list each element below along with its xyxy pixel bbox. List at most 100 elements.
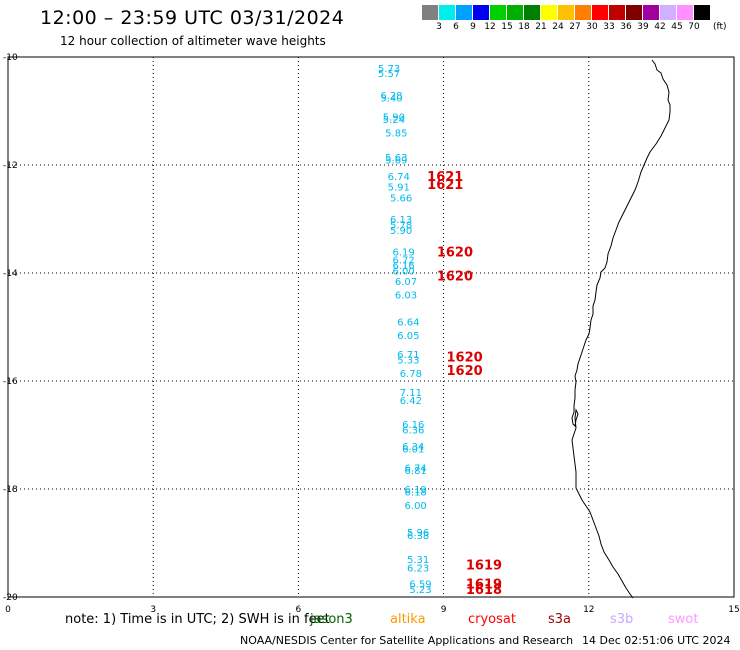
color-swatch bbox=[422, 5, 438, 20]
pass-time-label: 1620 bbox=[447, 351, 483, 366]
wave-height-label: 6.74 bbox=[405, 463, 427, 474]
color-tick-label: 36 bbox=[620, 22, 632, 32]
color-tick-label: 9 bbox=[470, 22, 476, 32]
wave-height-label: 5.33 bbox=[397, 355, 419, 366]
wave-height-label: 5.66 bbox=[390, 193, 412, 204]
wave-height-labels: 5.735.576.285.405.905.245.855.635.696.74… bbox=[378, 64, 432, 596]
wave-height-label: 6.05 bbox=[397, 331, 419, 342]
axis-labels: 0 3 6 9 12 15 -10 -12 -14 -16 -18 -20 bbox=[3, 53, 740, 615]
pass-time-label: 1621 bbox=[427, 178, 463, 193]
wave-height-label: 5.63 bbox=[385, 153, 407, 164]
wave-height-label: 6.16 bbox=[392, 261, 414, 272]
map-grid bbox=[7, 56, 735, 598]
legend-note: note: 1) Time is in UTC; 2) SWH is in fe… bbox=[65, 612, 330, 627]
wave-height-label: 6.71 bbox=[397, 350, 419, 361]
color-swatch bbox=[490, 5, 506, 20]
color-swatch bbox=[558, 5, 574, 20]
wave-height-label: 6.34 bbox=[402, 442, 424, 453]
x-tick-label: 9 bbox=[441, 605, 447, 615]
pass-time-label: 1620 bbox=[437, 270, 473, 285]
color-tick-label: 24 bbox=[552, 22, 564, 32]
wave-height-label: 6.23 bbox=[407, 563, 429, 574]
wave-height-label: 6.01 bbox=[402, 445, 424, 456]
wave-height-label: 5.40 bbox=[380, 94, 402, 105]
wave-height-label: 5.69 bbox=[385, 156, 407, 167]
satellite-legend-item: cryosat bbox=[468, 612, 516, 627]
color-tick-label: 15 bbox=[501, 22, 513, 32]
color-swatch bbox=[456, 5, 472, 20]
satellite-legend-item: jason3 bbox=[310, 612, 353, 627]
color-swatch bbox=[626, 5, 642, 20]
wave-height-label: 6.18 bbox=[405, 488, 427, 499]
y-tick-label: -14 bbox=[3, 269, 18, 279]
y-tick-label: -18 bbox=[3, 485, 18, 495]
color-swatch bbox=[660, 5, 676, 20]
color-tick-label: 18 bbox=[518, 22, 530, 32]
wave-height-label: 5.23 bbox=[409, 585, 431, 596]
footer-timestamp: 14 Dec 02:51:06 UTC 2024 bbox=[582, 634, 731, 647]
color-swatch bbox=[643, 5, 659, 20]
color-swatch bbox=[524, 5, 540, 20]
wave-height-label: 6.07 bbox=[395, 277, 417, 288]
color-tick-label: 45 bbox=[671, 22, 683, 32]
x-tick-label: 0 bbox=[5, 605, 11, 615]
color-tick-label: 42 bbox=[654, 22, 666, 32]
wave-height-label: 5.57 bbox=[378, 69, 400, 80]
color-swatch bbox=[541, 5, 557, 20]
wave-height-label: 5.90 bbox=[383, 112, 405, 123]
satellite-legend-item: s3b bbox=[610, 612, 634, 627]
wave-height-label: 5.24 bbox=[383, 115, 405, 126]
wave-height-label: 6.16 bbox=[402, 420, 424, 431]
color-tick-label: 12 bbox=[484, 22, 496, 32]
wave-height-label: 6.72 bbox=[392, 256, 414, 267]
satellite-legend-item: altika bbox=[390, 612, 426, 627]
wave-height-label: 5.73 bbox=[378, 64, 400, 75]
x-tick-label: 3 bbox=[150, 605, 156, 615]
x-tick-label: 15 bbox=[728, 605, 739, 615]
color-tick-label: 6 bbox=[453, 22, 459, 32]
wave-height-label: 5.90 bbox=[390, 226, 412, 237]
color-swatch bbox=[694, 5, 710, 20]
color-tick-label: 27 bbox=[569, 22, 581, 32]
pass-time-label: 1619 bbox=[466, 578, 502, 593]
x-tick-label: 12 bbox=[583, 605, 594, 615]
wave-height-label: 6.00 bbox=[392, 266, 414, 277]
y-tick-label: -10 bbox=[3, 53, 18, 63]
wave-height-label: 5.96 bbox=[407, 528, 429, 539]
wave-height-label: 5.78 bbox=[390, 220, 412, 231]
color-swatch bbox=[592, 5, 608, 20]
pass-time-label: 1621 bbox=[427, 170, 463, 185]
satellite-legend-item: swot bbox=[668, 612, 699, 627]
wave-height-label: 6.38 bbox=[407, 531, 429, 542]
pass-time-label: 1619 bbox=[466, 559, 502, 574]
color-swatch bbox=[609, 5, 625, 20]
x-tick-label: 6 bbox=[296, 605, 302, 615]
page-subtitle: 12 hour collection of altimeter wave hei… bbox=[60, 34, 326, 48]
wave-height-label: 5.91 bbox=[388, 183, 410, 194]
wave-height-label: 6.00 bbox=[405, 501, 427, 512]
y-tick-label: -20 bbox=[3, 593, 18, 603]
footer-credit: NOAA/NESDIS Center for Satellite Applica… bbox=[240, 634, 574, 647]
satellite-legend-item: s3a bbox=[548, 612, 572, 627]
page-title: 12:00 – 23:59 UTC 03/31/2024 bbox=[40, 7, 345, 29]
color-tick-label: 70 bbox=[688, 22, 700, 32]
color-tick-label: 33 bbox=[603, 22, 615, 32]
wave-height-label: 6.59 bbox=[409, 580, 431, 591]
wave-height-label: 5.85 bbox=[385, 129, 407, 140]
y-tick-label: -12 bbox=[3, 161, 18, 171]
wave-height-label: 6.36 bbox=[402, 426, 424, 437]
pass-time-label: 1620 bbox=[447, 364, 483, 379]
color-tick-label: 3 bbox=[436, 22, 442, 32]
wave-height-label: 6.78 bbox=[400, 369, 422, 380]
wave-height-label: 6.03 bbox=[395, 291, 417, 302]
wave-height-label: 7.11 bbox=[400, 388, 422, 399]
color-swatch bbox=[507, 5, 523, 20]
color-swatch bbox=[575, 5, 591, 20]
wave-height-label: 6.42 bbox=[400, 396, 422, 407]
color-scale-unit: (ft) bbox=[713, 22, 727, 32]
coastline bbox=[571, 59, 671, 599]
color-tick-label: 30 bbox=[586, 22, 598, 32]
wave-height-label: 6.19 bbox=[392, 247, 414, 258]
